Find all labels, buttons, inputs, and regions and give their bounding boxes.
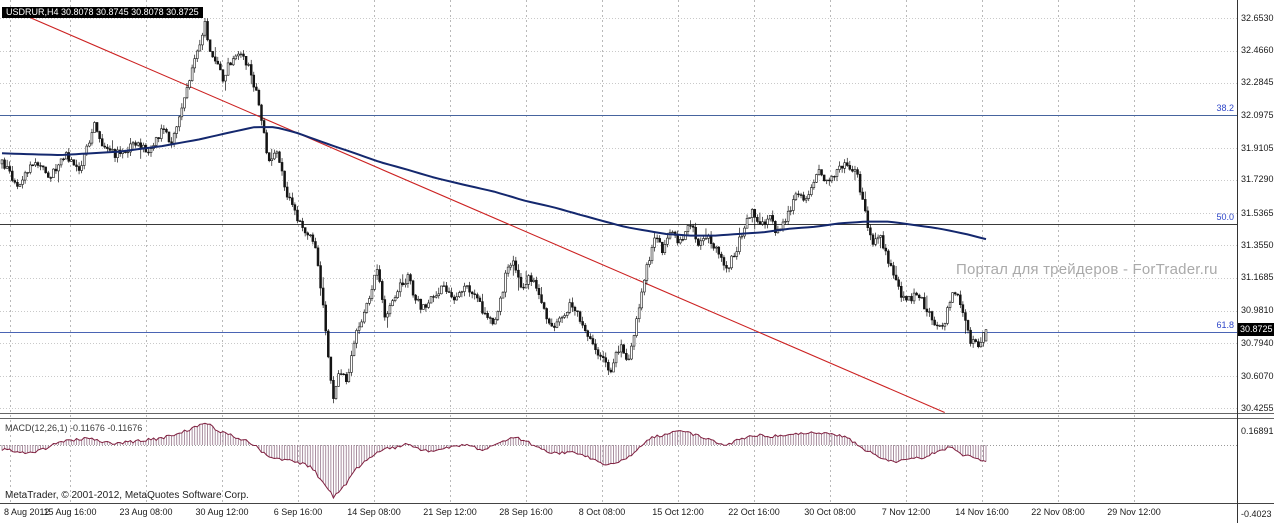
time-axis-label: 6 Sep 16:00 [273,507,323,517]
macd-scale-min-label: -0.4023 [1241,509,1272,519]
macd-signal-line [1,422,987,500]
time-axis-label: 14 Sep 08:00 [347,507,401,517]
time-axis-label: 21 Sep 12:00 [423,507,477,517]
price-axis-label: 31.5365 [1241,207,1274,218]
time-axis-label: 28 Sep 16:00 [499,507,553,517]
moving-average-line[interactable] [1,126,987,241]
time-axis-label: 15 Oct 12:00 [652,507,704,517]
price-axis-label: 30.4255 [1241,402,1274,413]
macd-histogram [0,422,1237,500]
time-axis[interactable]: 8 Aug 2012 15 Aug 16:00 23 Aug 08:00 30 Aug… [0,504,1274,523]
time-axis-label: 8 Oct 08:00 [578,507,626,517]
watermark-text: Портал для трейдеров - ForTrader.ru [956,261,1218,278]
price-axis[interactable]: 32.6530 32.4660 32.2845 32.0975 31.9105 31.72… [1237,0,1274,503]
time-axis-label: 15 Aug 16:00 [43,507,97,517]
descending-trendline[interactable] [7,7,945,414]
price-axis-label: 32.6530 [1241,12,1274,23]
time-axis-label: 14 Nov 16:00 [955,507,1009,517]
price-axis-label: 30.7940 [1241,337,1274,348]
time-axis-label: 30 Aug 12:00 [195,507,249,517]
copyright-label: MetaTrader, © 2001-2012, MetaQuotes Soft… [5,490,249,501]
current-price-tag: 30.8725 [1238,323,1274,336]
time-axis-label: 8 Aug 2012 [4,507,50,517]
symbol-ohlc-label: USDRUR,H4 30.8078 30.8745 30.8078 30.872… [2,7,203,18]
price-axis-label: 31.1685 [1241,272,1274,283]
price-axis-label: 30.9810 [1241,305,1274,316]
price-axis-label: 31.7290 [1241,174,1274,185]
grid-layer [0,0,1237,503]
macd-indicator-label: MACD(12,26,1) -0.11676 -0.11676 [5,423,143,433]
price-axis-label: 32.4660 [1241,45,1274,56]
price-axis-label: 32.2845 [1241,77,1274,88]
price-axis-label: 31.9105 [1241,142,1274,153]
time-axis-label: 7 Nov 12:00 [881,507,931,517]
price-axis-label: 32.0975 [1241,109,1274,120]
time-axis-label: 29 Nov 12:00 [1107,507,1161,517]
candles-layer [0,18,988,404]
time-axis-label: 23 Aug 08:00 [119,507,173,517]
macd-scale-max-label: 0.16891 [1241,426,1274,436]
time-axis-label: 22 Nov 08:00 [1031,507,1085,517]
price-axis-label: 30.6070 [1241,370,1274,381]
time-axis-label: 22 Oct 16:00 [728,507,780,517]
price-axis-label: 31.3550 [1241,239,1274,250]
time-axis-label: 30 Oct 08:00 [804,507,856,517]
